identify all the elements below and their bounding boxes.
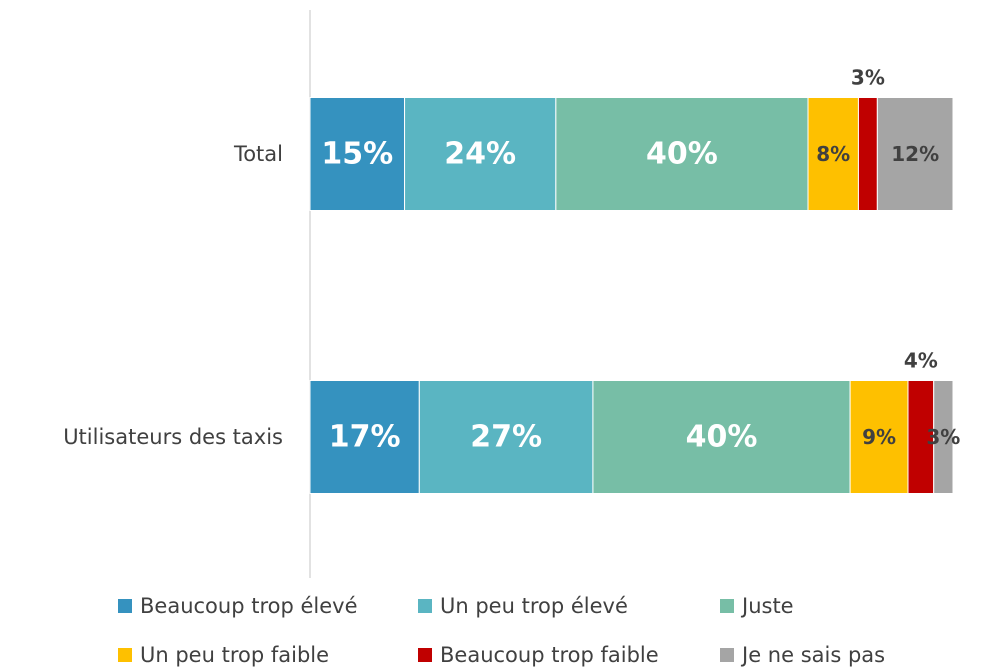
legend-label: Je ne sais pas bbox=[740, 643, 885, 667]
bar-segment bbox=[876, 97, 954, 211]
data-label: 17% bbox=[329, 420, 401, 455]
bar-segment bbox=[857, 97, 878, 211]
legend-label: Beaucoup trop faible bbox=[440, 643, 659, 667]
data-label: 15% bbox=[321, 137, 393, 172]
bar-segment bbox=[309, 380, 420, 494]
legend-swatch bbox=[418, 648, 432, 662]
bar-segment bbox=[555, 97, 809, 211]
legend-label: Un peu trop élevé bbox=[440, 594, 628, 618]
bar-segment bbox=[907, 380, 935, 494]
bar-segment bbox=[849, 380, 909, 494]
category-label: Utilisateurs des taxis bbox=[63, 425, 283, 449]
legend-swatch bbox=[118, 599, 132, 613]
data-label: 9% bbox=[862, 425, 896, 449]
data-label: 24% bbox=[444, 137, 516, 172]
legend-swatch bbox=[720, 648, 734, 662]
data-label: 12% bbox=[891, 142, 939, 166]
legend-swatch bbox=[418, 599, 432, 613]
data-label: 3% bbox=[851, 66, 885, 90]
bar-segment bbox=[592, 380, 851, 494]
data-label: 27% bbox=[470, 420, 542, 455]
data-label: 8% bbox=[816, 142, 850, 166]
data-label: 4% bbox=[904, 349, 938, 373]
bar-segment bbox=[933, 380, 954, 494]
bar-segment bbox=[309, 97, 406, 211]
data-label: 40% bbox=[646, 137, 718, 172]
data-label: 40% bbox=[686, 420, 758, 455]
category-label: Total bbox=[233, 142, 283, 166]
legend-label: Beaucoup trop élevé bbox=[140, 594, 358, 618]
legend-label: Un peu trop faible bbox=[140, 643, 329, 667]
legend-label: Juste bbox=[740, 594, 794, 618]
bar-segment bbox=[404, 97, 557, 211]
data-label: 3% bbox=[926, 425, 960, 449]
legend-swatch bbox=[118, 648, 132, 662]
legend-swatch bbox=[720, 599, 734, 613]
